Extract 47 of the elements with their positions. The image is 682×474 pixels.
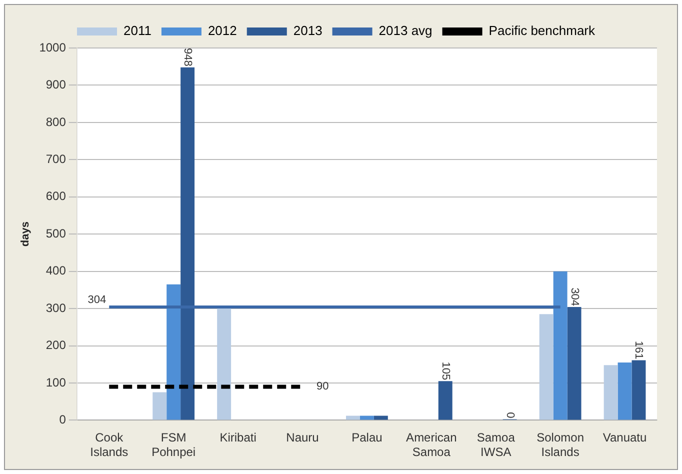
data-label: 161 [632,340,645,360]
data-label: 948 [182,48,194,66]
x-tick-label: FSM Pohnpei [152,430,196,460]
bar [632,360,646,420]
y-axis-title: days [20,222,32,247]
y-tick-label: 600 [46,189,66,204]
bar [604,365,618,420]
y-tick-label: 700 [46,152,66,166]
data-label: 105 [439,362,452,380]
x-tick-label: American Samoa [406,430,457,460]
y-tick-label: 400 [46,264,66,278]
y-tick-label: 300 [46,300,66,315]
bar [374,416,388,420]
y-tick-label: 900 [46,78,66,92]
legend-label: 2012 [208,23,237,38]
bar [217,306,232,420]
x-tick-label: Vanuatu [602,430,647,445]
bar [553,271,568,420]
legend-label: 2011 [124,23,152,38]
y-tick-label: 200 [46,338,66,352]
bar [618,362,632,420]
legend-label: 2013 [293,23,322,38]
bar [346,416,360,420]
bar [438,381,452,420]
y-tick-label: 100 [46,375,66,390]
bar [360,416,374,420]
y-tick-label: 800 [46,114,66,129]
bar [567,307,582,420]
y-tick-label: 500 [46,226,66,240]
data-label: 90 [316,380,329,393]
bar [152,392,167,420]
bar [180,67,195,420]
bar [539,314,554,420]
legend-label: 2013 avg [378,23,432,38]
data-label: 304 [88,294,106,306]
legend-label: Pacific benchmark [488,23,596,38]
x-tick-label: Solomon Islands [536,430,584,460]
y-tick-label: 1000 [39,40,66,54]
x-tick-label: Palau [352,430,382,445]
bar [166,284,181,420]
data-label: 0 [504,412,516,418]
x-tick-label: Kiribati [220,430,256,445]
x-tick-label: Samoa IWSA [476,430,516,460]
data-label: 304 [568,288,580,306]
x-tick-label: Cook Islands [90,430,128,460]
y-tick-label: 0 [59,412,66,427]
x-tick-label: Nauru [286,430,319,445]
